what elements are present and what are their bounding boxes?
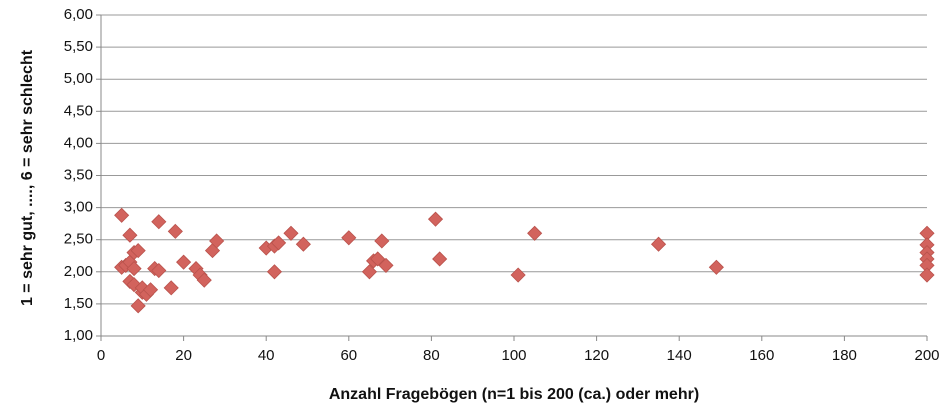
point — [126, 261, 142, 277]
x-tick-label: 140 — [667, 347, 692, 364]
point — [142, 282, 159, 298]
point — [176, 254, 192, 270]
point — [295, 236, 311, 252]
x-tick-label: 60 — [340, 347, 357, 364]
point — [708, 259, 724, 275]
y-tick-label: 6,00 — [64, 6, 93, 23]
point — [122, 227, 138, 243]
point — [114, 207, 130, 223]
point — [374, 233, 390, 249]
x-tick-label: 120 — [584, 347, 609, 364]
point — [167, 223, 183, 239]
point — [432, 251, 448, 267]
point — [151, 214, 167, 230]
x-tick-label: 40 — [258, 347, 275, 364]
point — [650, 236, 667, 252]
y-tick-label: 1,50 — [64, 295, 93, 312]
point — [361, 264, 378, 280]
y-tick-label: 3,50 — [64, 166, 93, 183]
point — [271, 235, 287, 251]
point — [130, 298, 146, 314]
x-tick-label: 20 — [175, 347, 192, 364]
point — [370, 251, 386, 267]
y-tick-label: 4,50 — [64, 102, 93, 119]
x-tick-label: 100 — [501, 347, 526, 364]
y-axis-title: 1 = sehr gut, ...., 6 = sehr schlecht — [19, 49, 36, 306]
point — [510, 267, 526, 283]
point — [427, 211, 444, 227]
point — [151, 262, 167, 279]
point — [266, 264, 283, 280]
point — [283, 225, 299, 241]
y-tick-label: 5,00 — [64, 70, 93, 87]
point — [196, 272, 212, 288]
y-tick-label: 4,00 — [64, 134, 93, 151]
point — [527, 225, 543, 241]
y-tick-label: 2,00 — [64, 263, 93, 280]
point — [341, 230, 357, 246]
point — [919, 267, 935, 283]
x-tick-label: 0 — [97, 347, 105, 364]
point — [130, 243, 146, 259]
point — [209, 233, 225, 249]
point — [163, 280, 179, 296]
y-tick-label: 1,00 — [64, 327, 93, 344]
y-tick-label: 5,50 — [64, 38, 93, 55]
point — [378, 257, 394, 273]
x-tick-label: 80 — [423, 347, 440, 364]
x-tick-label: 200 — [914, 347, 939, 364]
x-tick-label: 160 — [749, 347, 774, 364]
x-axis-title: Anzahl Fragebögen (n=1 bis 200 (ca.) ode… — [329, 386, 699, 403]
x-tick-label: 180 — [832, 347, 857, 364]
y-tick-label: 2,50 — [64, 231, 93, 248]
y-tick-label: 3,00 — [64, 199, 93, 216]
